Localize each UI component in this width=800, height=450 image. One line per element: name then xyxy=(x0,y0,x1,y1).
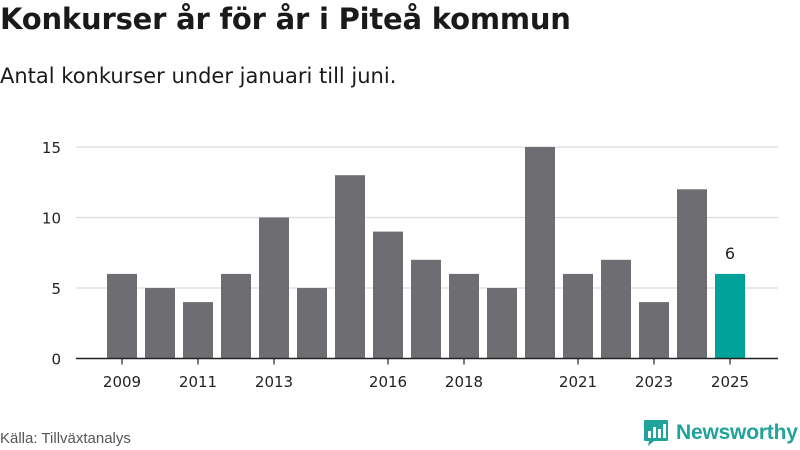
bar-2013 xyxy=(259,217,289,359)
source-note: Källa: Tillväxtanalys xyxy=(0,430,131,447)
bars xyxy=(107,147,745,359)
bar-2025 xyxy=(715,273,745,359)
bar-chart-logo-icon xyxy=(644,420,668,446)
bar-2014 xyxy=(297,288,327,359)
x-tick-label: 2013 xyxy=(255,373,293,391)
bar-2020 xyxy=(525,147,555,359)
bar-2015 xyxy=(335,175,365,359)
bar-2021 xyxy=(563,273,593,359)
bar-2009 xyxy=(107,273,137,359)
bar-2024 xyxy=(677,189,707,359)
data-labels: 6 xyxy=(725,244,735,263)
y-tick-label: 5 xyxy=(51,280,61,298)
x-axis-ticks: 2009 2011 2013 2016 2018 2021 2023 2025 xyxy=(103,358,749,391)
chart-subtitle: Antal konkurser under januari till juni. xyxy=(0,64,397,88)
x-tick-label: 2018 xyxy=(445,373,483,391)
bar-2018 xyxy=(449,273,479,359)
bar-2022 xyxy=(601,259,631,359)
bar-2023 xyxy=(639,302,669,359)
brand-logo: Newsworthy xyxy=(643,419,798,447)
bar-2016 xyxy=(373,231,403,359)
y-tick-label: 10 xyxy=(42,210,61,228)
data-label-2025: 6 xyxy=(725,244,735,263)
x-tick-label: 2016 xyxy=(369,373,407,391)
x-tick-label: 2023 xyxy=(635,373,673,391)
y-tick-label: 15 xyxy=(42,139,61,157)
chart-title: Konkurser år för år i Piteå kommun xyxy=(0,2,571,36)
x-tick-label: 2025 xyxy=(711,373,749,391)
y-axis-ticks: 0 5 10 15 xyxy=(42,139,61,369)
bar-2010 xyxy=(145,288,175,359)
bar-2011 xyxy=(183,302,213,359)
x-tick-label: 2021 xyxy=(559,373,597,391)
bar-2017 xyxy=(411,259,441,359)
x-tick-label: 2011 xyxy=(179,373,217,391)
bar-2019 xyxy=(487,288,517,359)
x-tick-label: 2009 xyxy=(103,373,141,391)
bar-2012 xyxy=(221,273,251,359)
brand-name: Newsworthy xyxy=(676,421,798,444)
y-tick-label: 0 xyxy=(51,351,61,369)
